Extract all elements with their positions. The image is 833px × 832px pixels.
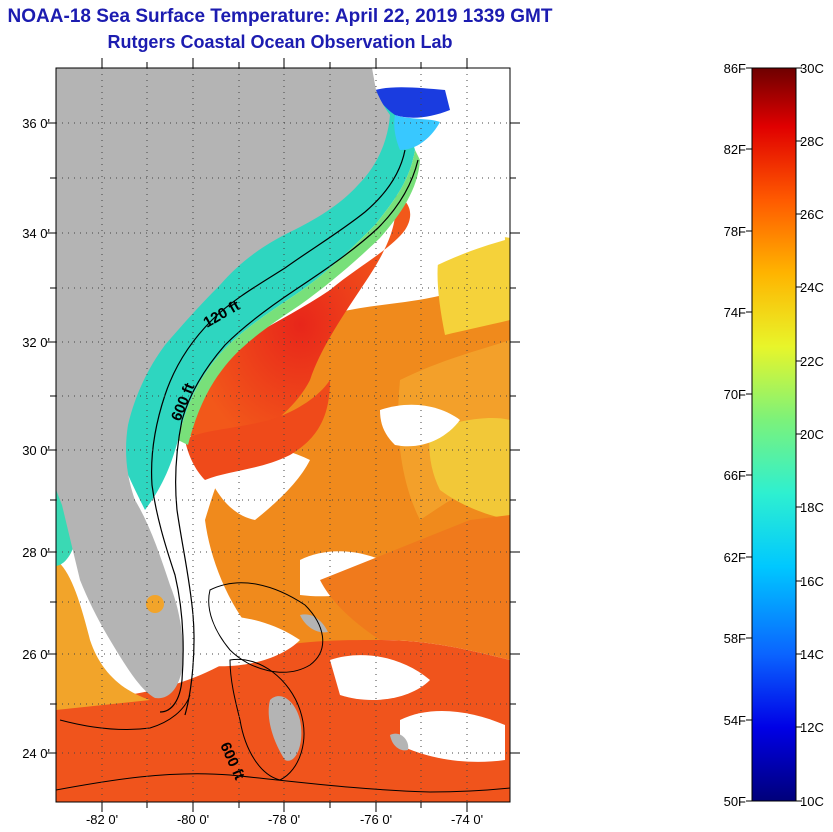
cold-cyan-water bbox=[394, 115, 440, 150]
lake-okeechobee bbox=[146, 595, 164, 613]
bahamas-island bbox=[390, 733, 409, 751]
colorbar-f-50: 50F bbox=[723, 794, 746, 809]
graticule bbox=[56, 68, 510, 802]
colorbar-f-78: 78F bbox=[723, 224, 746, 239]
lon-label-82: -82 0' bbox=[85, 812, 119, 827]
colorbar-f-82: 82F bbox=[723, 142, 746, 157]
gulf-of-mexico-water bbox=[56, 560, 150, 710]
colorbar-f-58: 58F bbox=[723, 631, 746, 646]
lat-label-28: 28 0' bbox=[22, 545, 50, 560]
lon-label-76: -76 0' bbox=[359, 812, 393, 827]
ocean-yellow-region bbox=[437, 237, 510, 335]
gulf-stream bbox=[190, 195, 411, 455]
contour-cuba bbox=[56, 773, 510, 793]
colorbar-c-10: 10C bbox=[800, 794, 824, 809]
colorbar-c-16: 16C bbox=[800, 574, 824, 589]
colorbar bbox=[751, 67, 797, 802]
map-subtitle: Rutgers Coastal Ocean Observation Lab bbox=[107, 32, 453, 52]
land-us-southeast bbox=[56, 68, 390, 699]
contour-bahamas bbox=[208, 582, 324, 673]
map-title: NOAA-18 Sea Surface Temperature: April 2… bbox=[7, 6, 553, 27]
bahamas-island bbox=[268, 696, 302, 761]
lon-label-80: -80 0' bbox=[176, 812, 210, 827]
colorbar-f-70: 70F bbox=[723, 387, 746, 402]
lat-label-34: 34 0' bbox=[22, 226, 50, 241]
colorbar-f-86: 86F bbox=[723, 61, 746, 76]
cloud-patch bbox=[380, 404, 460, 447]
colorbar-ticks bbox=[746, 67, 802, 802]
colorbar-c-28: 28C bbox=[800, 134, 824, 149]
contour-bahamas bbox=[229, 658, 305, 781]
colorbar-c-14: 14C bbox=[800, 647, 824, 662]
contour-florida-keys bbox=[59, 694, 191, 731]
southern-cloud bbox=[400, 710, 505, 762]
cold-blue-water bbox=[375, 87, 450, 118]
colorbar-c-12: 12C bbox=[800, 720, 824, 735]
map-frame bbox=[55, 67, 511, 803]
colorbar-c-18: 18C bbox=[800, 500, 824, 515]
lat-label-24: 24 0' bbox=[22, 746, 50, 761]
southern-orange-water bbox=[320, 515, 510, 660]
colorbar-c-26: 26C bbox=[800, 207, 824, 222]
colorbar-f-54: 54F bbox=[723, 713, 746, 728]
lon-label-74: -74 0' bbox=[450, 812, 484, 827]
colorbar-c-30: 30C bbox=[800, 61, 824, 76]
ocean-yellow-region-se bbox=[429, 418, 510, 520]
colorbar-c-22: 22C bbox=[800, 354, 824, 369]
colorbar-c-24: 24C bbox=[800, 280, 824, 295]
lat-label-26: 26 0' bbox=[22, 647, 50, 662]
gulf-stream-lower bbox=[185, 380, 330, 480]
lat-label-32: 32 0' bbox=[22, 335, 50, 350]
contour-600ft bbox=[175, 159, 419, 716]
shelf-green-edge bbox=[178, 150, 420, 445]
bahamas-island bbox=[300, 614, 328, 633]
colorbar-c-20: 20C bbox=[800, 427, 824, 442]
lon-label-78: -78 0' bbox=[267, 812, 301, 827]
colorbar-f-62: 62F bbox=[723, 550, 746, 565]
lat-label-36: 36 0' bbox=[22, 116, 50, 131]
southern-cloud bbox=[330, 655, 430, 700]
lat-label-30: 30 0' bbox=[22, 443, 50, 458]
map-ticks bbox=[46, 58, 520, 812]
contour-120ft bbox=[151, 149, 406, 713]
colorbar-f-66: 66F bbox=[723, 468, 746, 483]
colorbar-f-74: 74F bbox=[723, 305, 746, 320]
